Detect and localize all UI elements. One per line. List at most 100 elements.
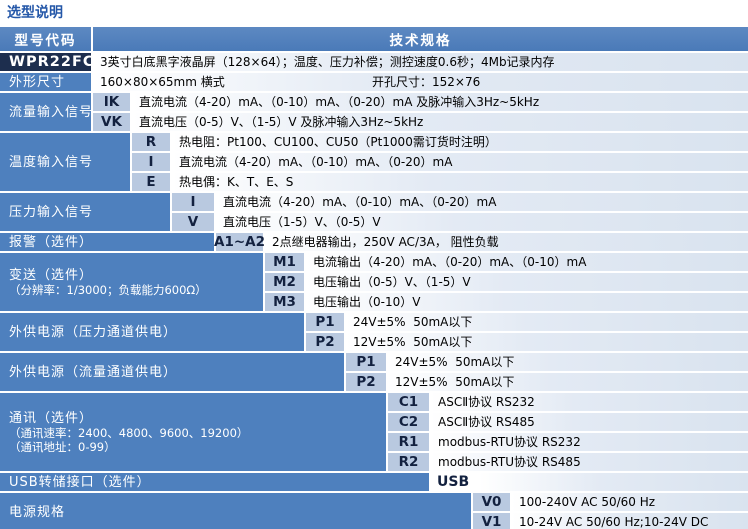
table-row: M3 电压输出（0-10）V (265, 293, 748, 311)
code-cell: P1 (346, 353, 386, 371)
group-label: （通讯速率：2400、4800、9600、19200） (9, 425, 249, 440)
code-cell: P1 (306, 313, 344, 331)
header-tech-spec: 技术规格 (93, 27, 748, 51)
group-rows: C1 ASCⅡ协议 RS232 C2 ASCⅡ协议 RS485 R1 modbus-RTU… (388, 393, 748, 471)
table-row: A1~A2 2点继电器输出，250V AC/3A， 阻性负载 (214, 233, 748, 251)
table-row: V0 100-240V AC 50/60 Hz (473, 493, 748, 511)
group-rows: A1~A2 2点继电器输出，250V AC/3A， 阻性负载 (214, 233, 748, 251)
code-cell: IK (93, 93, 130, 111)
table-group: 电源规格 V0 100-240V AC 50/60 Hz V1 10-24V AC 50… (0, 493, 748, 529)
table-row: VK 直流电压（0-5）V、（1-5）V 及脉冲输入3Hz~5kHz (93, 113, 748, 131)
group-label-cell: 外形尺寸 (0, 73, 91, 91)
code-cell: USB (431, 473, 477, 491)
table-group: 报警（选件） A1~A2 2点继电器输出，250V AC/3A， 阻性负载 (0, 233, 748, 251)
spec-cell: 热电阻：Pt100、CU100、CU50（Pt1000需订货时注明） (172, 133, 748, 151)
group-label-cell: 通讯（选件） （通讯速率：2400、4800、9600、19200） （通讯地址：0… (0, 393, 386, 471)
group-label-cell: 流量输入信号 (0, 93, 94, 131)
spec-cell: 电流输出（4-20）mA、（0-20）mA、（0-10）mA (306, 253, 748, 271)
spec-cell: 12V±5% 50mA以下 (346, 333, 748, 351)
code-cell: I (132, 153, 170, 171)
group-rows: P1 24V±5% 50mA以下 P2 12V±5% 50mA以下 (306, 313, 748, 351)
spec-cell: 电压输出（0-10）V (306, 293, 748, 311)
table-group: 通讯（选件） （通讯速率：2400、4800、9600、19200） （通讯地址：0… (0, 393, 748, 471)
code-cell: V (172, 213, 214, 231)
table-row: I 直流电流（4-20）mA、（0-10）mA、（0-20）mA (172, 193, 748, 211)
group-label: WPR22FC- (9, 53, 102, 70)
code-cell: A1~A2 (214, 233, 265, 251)
spec-table: 型号代码 技术规格 WPR22FC- 3英寸白底黑字液晶屏（128×64）；温度、… (0, 27, 748, 529)
code-cell: V1 (473, 513, 510, 529)
code-cell: M1 (265, 253, 304, 271)
group-label-cell: 报警（选件） (0, 233, 214, 251)
code-cell: V0 (473, 493, 510, 511)
table-group: 流量输入信号 IK 直流电流（4-20）mA、（0-10）mA、（0-20）mA 及… (0, 93, 748, 131)
code-cell: R1 (388, 433, 429, 451)
group-label: 外形尺寸 (9, 74, 66, 90)
table-row: R1 modbus-RTU协议 RS232 (388, 433, 748, 451)
table-row: USB (431, 473, 748, 491)
table-row: V1 10-24V AC 50/60 Hz;10-24V DC (473, 513, 748, 529)
table-row: E 热电偶：K、T、E、S (132, 173, 748, 191)
group-rows: M1 电流输出（4-20）mA、（0-20）mA、（0-10）mA M2 电压输出（0… (265, 253, 748, 311)
table-header-row: 型号代码 技术规格 (0, 27, 748, 51)
table-group: 外供电源（压力通道供电） P1 24V±5% 50mA以下 P2 12V±5% 50mA… (0, 313, 748, 351)
table-row: M2 电压输出（0-5）V、（1-5）V (265, 273, 748, 291)
table-group: USB转储接口（选件） USB (0, 473, 748, 491)
table-row: P1 24V±5% 50mA以下 (306, 313, 748, 331)
table-group: 温度输入信号 R 热电阻：Pt100、CU100、CU50（Pt1000需订货时注明… (0, 133, 748, 191)
table-row: IK 直流电流（4-20）mA、（0-10）mA、（0-20）mA 及脉冲输入3H… (93, 93, 748, 111)
group-rows: IK 直流电流（4-20）mA、（0-10）mA、（0-20）mA 及脉冲输入3H… (93, 93, 748, 131)
group-label-cell: WPR22FC- (0, 53, 102, 71)
spec-cell: ASCⅡ协议 RS485 (431, 413, 748, 431)
spec-cell: 直流电流（4-20）mA、（0-10）mA、（0-20）mA (172, 153, 748, 171)
table-row: 160×80×65mm 横式 开孔尺寸：152×76 (93, 73, 748, 91)
spec-cell: 160×80×65mm 横式 开孔尺寸：152×76 (93, 73, 748, 91)
group-label-cell: 外供电源（压力通道供电） (0, 313, 304, 351)
spec-cell: 24V±5% 50mA以下 (346, 313, 748, 331)
spec-cell: 100-240V AC 50/60 Hz (512, 493, 748, 511)
header-model-code: 型号代码 (0, 27, 91, 51)
spec-cell: 直流电流（4-20）mA、（0-10）mA、（0-20）mA (216, 193, 748, 211)
code-cell: P2 (346, 373, 386, 391)
group-label: 变送（选件） (9, 267, 94, 283)
code-cell: C2 (388, 413, 429, 431)
spec-text-secondary: 开孔尺寸：152×76 (372, 75, 481, 89)
table-group: 变送（选件） （分辨率：1/3000；负载能力600Ω） M1 电流输出（4-20）m… (0, 253, 748, 311)
group-label: 压力输入信号 (9, 204, 94, 220)
spec-cell: 24V±5% 50mA以下 (388, 353, 748, 371)
table-row: P2 12V±5% 50mA以下 (346, 373, 748, 391)
group-label-cell: 外供电源（流量通道供电） (0, 353, 344, 391)
table-group: 外形尺寸 160×80×65mm 横式 开孔尺寸：152×76 (0, 73, 748, 91)
spec-cell: 直流电压（1-5）V、（0-5）V (216, 213, 748, 231)
table-group: 压力输入信号 I 直流电流（4-20）mA、（0-10）mA、（0-20）mA V 直流… (0, 193, 748, 231)
group-rows: R 热电阻：Pt100、CU100、CU50（Pt1000需订货时注明） I 直流电流… (132, 133, 748, 191)
group-label: 通讯（选件） (9, 410, 94, 426)
table-group: WPR22FC- 3英寸白底黑字液晶屏（128×64）；温度、压力补偿；测控速度0… (0, 53, 748, 71)
spec-text: 160×80×65mm 横式 (100, 75, 225, 89)
spec-cell: modbus-RTU协议 RS232 (431, 433, 748, 451)
spec-cell: modbus-RTU协议 RS485 (431, 453, 748, 471)
group-label-cell: 变送（选件） （分辨率：1/3000；负载能力600Ω） (0, 253, 263, 311)
code-cell: R2 (388, 453, 429, 471)
group-label-cell: 温度输入信号 (0, 133, 130, 191)
table-body: WPR22FC- 3英寸白底黑字液晶屏（128×64）；温度、压力补偿；测控速度0… (0, 53, 748, 529)
spec-cell: 10-24V AC 50/60 Hz;10-24V DC (512, 513, 748, 529)
code-cell: E (132, 173, 170, 191)
group-label: 外供电源（压力通道供电） (9, 324, 178, 340)
table-row: C2 ASCⅡ协议 RS485 (388, 413, 748, 431)
spec-cell: 直流电压（0-5）V、（1-5）V 及脉冲输入3Hz~5kHz (132, 113, 748, 131)
group-label: （分辨率：1/3000；负载能力600Ω） (9, 282, 207, 297)
code-cell: R (132, 133, 170, 151)
group-label-cell: 压力输入信号 (0, 193, 170, 231)
table-row: M1 电流输出（4-20）mA、（0-20）mA、（0-10）mA (265, 253, 748, 271)
table-row: C1 ASCⅡ协议 RS232 (388, 393, 748, 411)
group-label: 流量输入信号 (9, 104, 94, 120)
group-label: （通讯地址：0-99） (9, 439, 116, 454)
table-row: R 热电阻：Pt100、CU100、CU50（Pt1000需订货时注明） (132, 133, 748, 151)
spec-cell: 12V±5% 50mA以下 (388, 373, 748, 391)
page-title: 选型说明 (7, 5, 63, 21)
table-row: 3英寸白底黑字液晶屏（128×64）；温度、压力补偿；测控速度0.6秒；4Mb记… (93, 53, 748, 71)
spec-cell (479, 473, 748, 491)
table-row: P2 12V±5% 50mA以下 (306, 333, 748, 351)
